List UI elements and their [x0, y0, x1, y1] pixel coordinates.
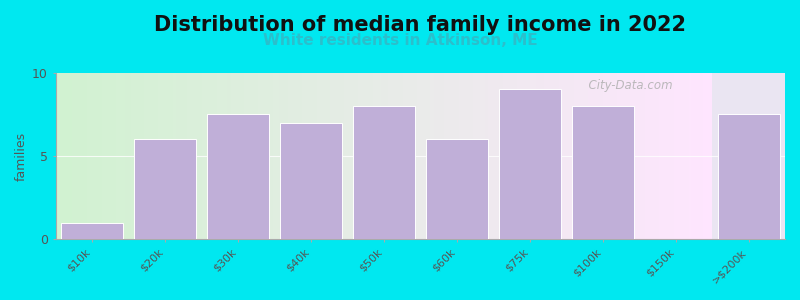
Bar [353, 106, 415, 239]
Y-axis label: families: families [15, 131, 28, 181]
Bar [572, 106, 634, 239]
Bar [498, 89, 561, 239]
Bar [718, 114, 779, 239]
Text: City-Data.com: City-Data.com [581, 79, 673, 92]
Bar [134, 139, 196, 239]
Title: Distribution of median family income in 2022: Distribution of median family income in … [154, 15, 686, 35]
Bar [426, 139, 488, 239]
Bar [207, 114, 269, 239]
Bar [61, 223, 123, 239]
Bar [280, 123, 342, 239]
Text: White residents in Atkinson, ME: White residents in Atkinson, ME [262, 33, 538, 48]
